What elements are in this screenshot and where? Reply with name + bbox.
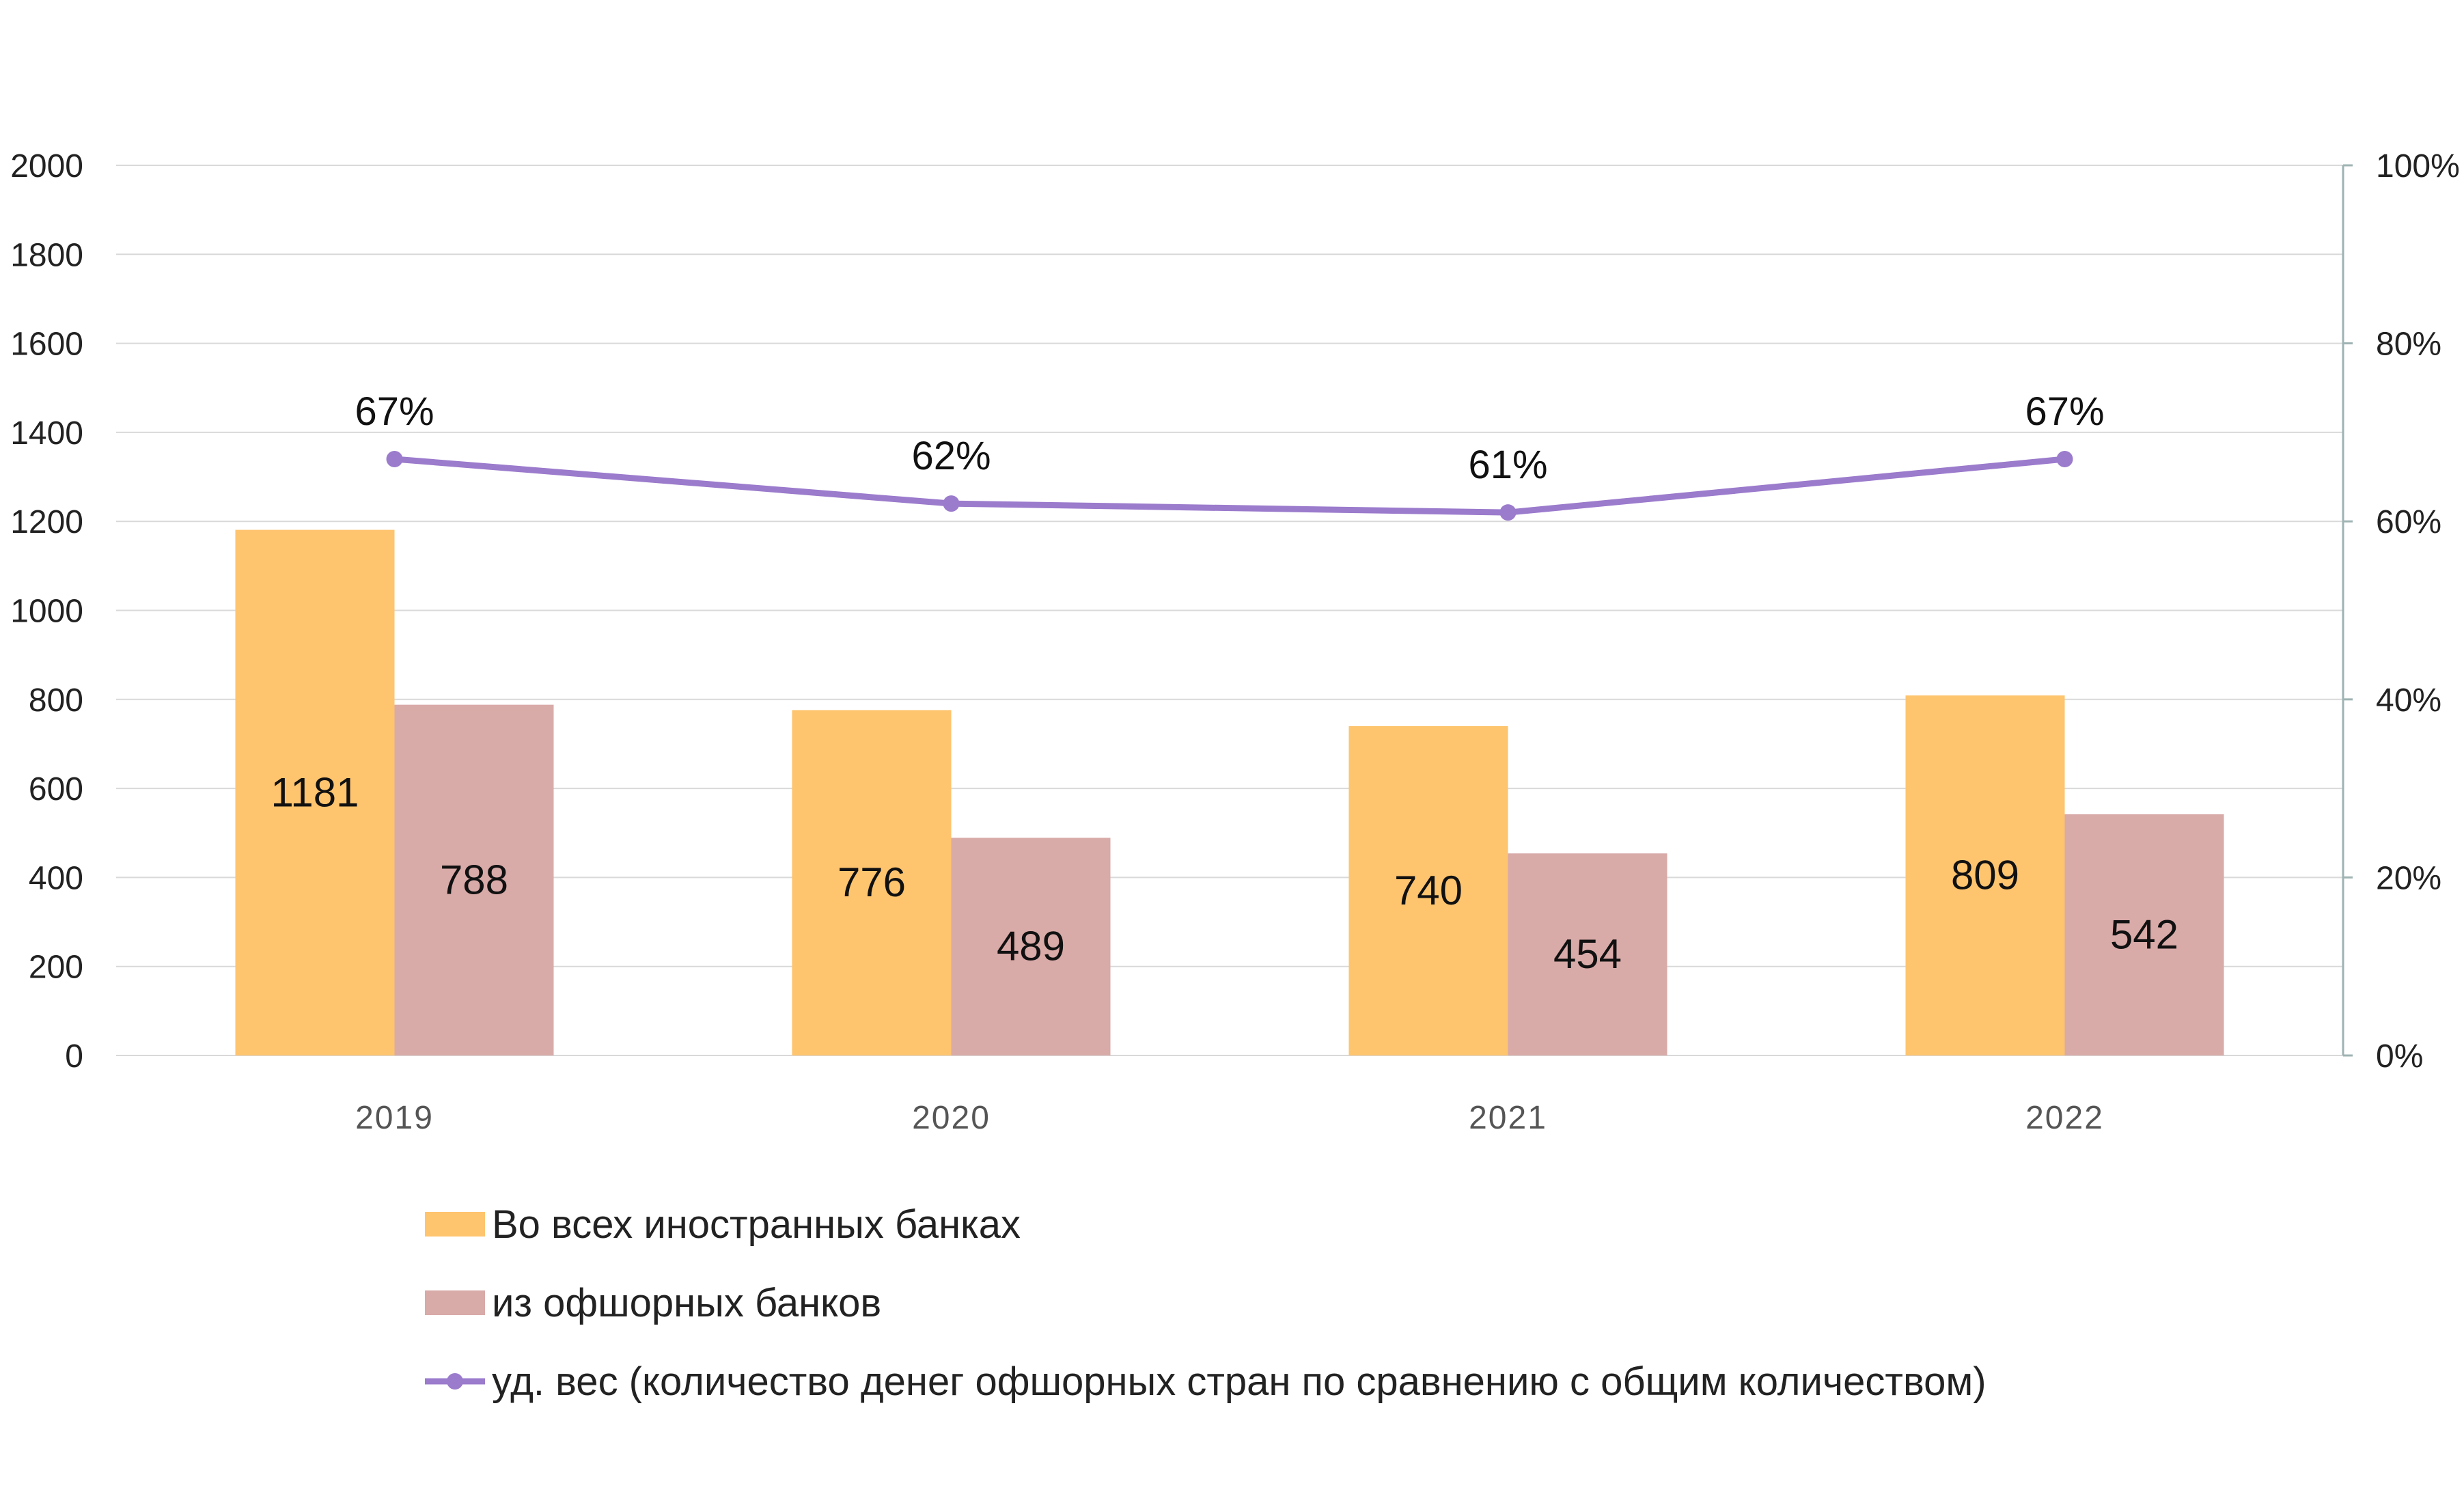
y-right-tick-label-5: 100% (2376, 148, 2460, 184)
share-label-2019: 67% (355, 389, 434, 434)
x-tick-label-2021: 2021 (1469, 1100, 1547, 1136)
legend-label-s3: уд. вес (количество денег офшорных стран… (492, 1359, 1987, 1404)
bar-s2-2019 (394, 704, 554, 1055)
bar-s1-2021 (1348, 726, 1508, 1055)
legend-line-marker (447, 1373, 463, 1390)
share-label-2021: 61% (1468, 443, 1547, 487)
y-left-tick-label-1000: 1000 (10, 594, 83, 630)
axes: 0 200 400 600 800 1000 1200 1400 1600 1800 2000 0% 2… (10, 148, 2460, 1136)
bar-s1-2019 (235, 529, 395, 1055)
bar-s1-2022 (1905, 695, 2065, 1055)
share-point-2019 (386, 450, 403, 467)
share-point-2021 (1499, 504, 1517, 521)
y-left-tick-label-400: 400 (29, 860, 83, 896)
y-right-tick-label-4: 80% (2376, 327, 2441, 363)
y-right-tick-label-1: 20% (2376, 860, 2441, 896)
y-left-tick-label-1200: 1200 (10, 504, 83, 540)
share-label-2020: 62% (911, 434, 991, 478)
y-left-tick-label-1600: 1600 (10, 327, 83, 363)
bar-label-s2-2022: 542 (2110, 911, 2178, 957)
bar-label-s1-2021: 740 (1394, 868, 1463, 913)
x-tick-label-2022: 2022 (2025, 1100, 2104, 1136)
bar-label-s1-2022: 809 (1951, 852, 2019, 898)
x-tick-label-2019: 2019 (355, 1100, 434, 1136)
bar-label-s1-2020: 776 (838, 859, 906, 905)
y-left-tick-label-0: 0 (65, 1038, 83, 1075)
bar-label-s1-2019: 1181 (271, 769, 359, 815)
y-left-tick-label-600: 600 (29, 771, 83, 807)
data-labels: 1181 776 740 809 788 489 454 542 67% 62% 61% 67% (271, 389, 2178, 977)
legend-swatch-s2 (425, 1290, 485, 1315)
y-left-tick-label-2000: 2000 (10, 148, 83, 184)
y-left-tick-label-200: 200 (29, 950, 83, 986)
y-left-tick-label-1800: 1800 (10, 237, 83, 273)
share-point-2020 (943, 495, 960, 512)
legend-swatch-s1 (425, 1212, 485, 1237)
bar-label-s2-2021: 454 (1553, 931, 1622, 977)
y-right-tick-label-2: 40% (2376, 682, 2441, 719)
y-left-tick-label-800: 800 (29, 682, 83, 719)
x-tick-label-2020: 2020 (912, 1100, 991, 1136)
share-point-2022 (2056, 450, 2073, 467)
bar-s2-2022 (2064, 814, 2224, 1055)
share-line (386, 450, 2073, 521)
bar-label-s2-2020: 489 (997, 924, 1065, 969)
bar-label-s2-2019: 788 (440, 857, 508, 902)
legend-label-s2: из офшорных банков (492, 1281, 881, 1325)
legend: Во всех иностранных банках из офшорных ба… (425, 1202, 1987, 1404)
bars (235, 529, 2224, 1055)
share-label-2022: 67% (2025, 389, 2104, 434)
share-line-path (394, 456, 2065, 516)
y-right-tick-label-0: 0% (2376, 1038, 2423, 1075)
y-left-tick-label-1400: 1400 (10, 415, 83, 452)
bar-s2-2021 (1508, 853, 1667, 1055)
bar-s1-2020 (792, 710, 952, 1055)
y-right-tick-label-3: 60% (2376, 504, 2441, 540)
bar-s2-2020 (951, 838, 1111, 1055)
legend-label-s1: Во всех иностранных банках (492, 1202, 1021, 1247)
